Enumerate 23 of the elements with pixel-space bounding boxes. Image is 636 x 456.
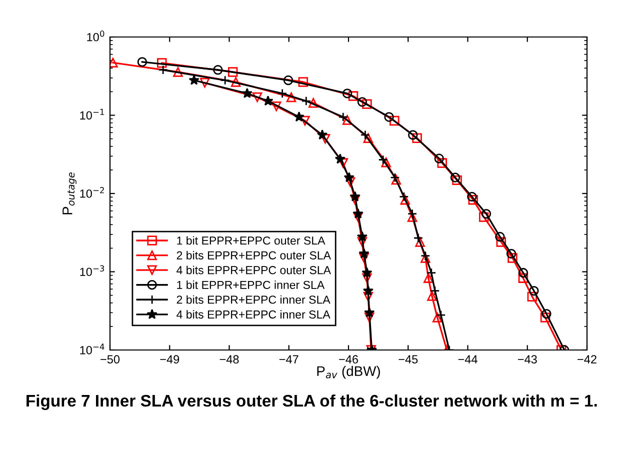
x-tick-label: −42	[578, 355, 596, 364]
legend-label: 4 bits EPPR+EPPC inner SLA	[176, 310, 330, 319]
y-tick-label: 10$^{−1}$	[80, 108, 104, 120]
caption: Figure 7 Inner SLA versus outer SLA of the 6-cluster network with m = 1.	[26, 394, 597, 410]
y-tick-label: 10$^{−2}$	[80, 187, 104, 198]
x-tick-label: −49	[160, 355, 180, 364]
x-tick-label: −46	[339, 355, 358, 364]
x-tick-label: −48	[220, 355, 239, 364]
legend-label: 1 bit EPPR+EPPC inner SLA	[177, 280, 325, 290]
legend-label: 4 bits EPPR+EPPC outer SLA	[176, 266, 331, 274]
x-axis-title: P$_{av}$ (dBW)	[317, 366, 380, 379]
x-tick-label: −44	[458, 355, 478, 364]
y-tick-label: 10$^{0}$	[87, 30, 104, 42]
x-tick-label: −47	[279, 355, 298, 364]
x-tick-label: −45	[398, 355, 418, 364]
legend-label: 1 bit EPPR+EPPC outer SLA	[177, 236, 326, 245]
y-tick-label: 10$^{−4}$	[80, 344, 104, 354]
legend-label: 2 bits EPPR+EPPC inner SLA	[176, 295, 330, 304]
y-tick-label: 10$^{−3}$	[80, 265, 104, 276]
y-axis-title: P$_{outage}$	[62, 172, 76, 214]
x-tick-label: −50	[100, 355, 120, 364]
legend-label: 2 bits EPPR+EPPC outer SLA	[176, 250, 331, 260]
x-tick-label: −43	[518, 355, 537, 364]
